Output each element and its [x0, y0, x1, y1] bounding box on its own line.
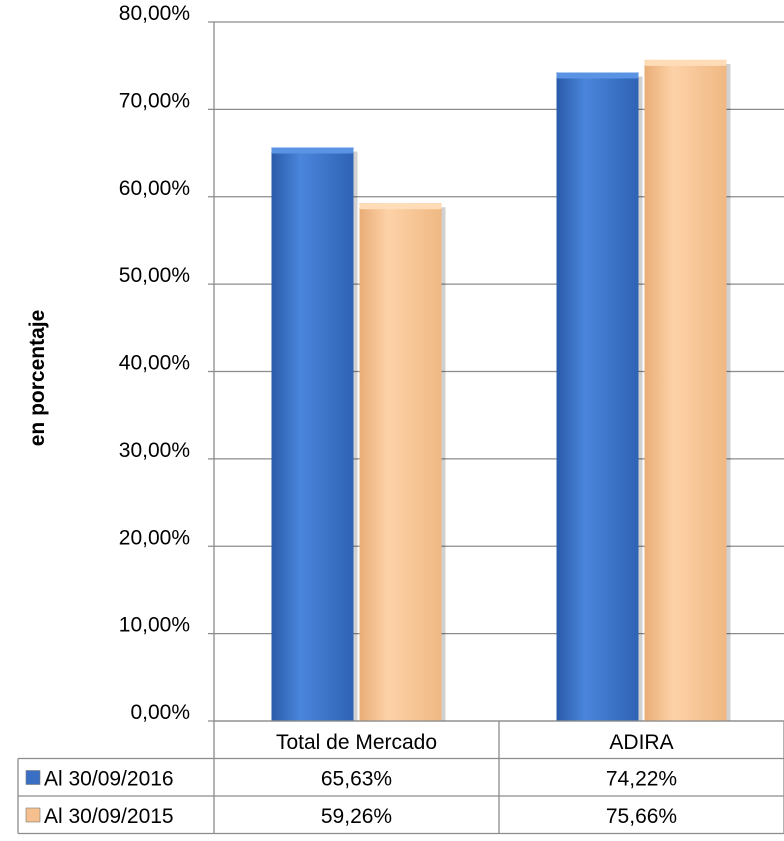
- y-tick-label: 40,00%: [119, 352, 190, 375]
- y-tick-label: 10,00%: [119, 614, 190, 637]
- y-tick-label: 50,00%: [119, 264, 190, 287]
- bar: [359, 203, 442, 721]
- data-label: 59,26%: [321, 805, 392, 828]
- legend-swatch: [25, 807, 41, 823]
- bar: [271, 147, 354, 722]
- y-tick-label: 60,00%: [119, 177, 190, 200]
- bar-top-highlight: [271, 147, 354, 154]
- y-tick-label: 70,00%: [119, 89, 190, 112]
- y-axis-tick-labels: 0,00% 10,00% 20,00% 30,00% 40,00% 50,00% 60,00…: [119, 2, 190, 724]
- bar: [556, 72, 639, 721]
- legend-entry: Al 30/09/2015: [44, 805, 174, 828]
- category-label: Total de Mercado: [276, 731, 437, 754]
- data-table: Total de Mercado ADIRA Al 30/09/2016 65,63%…: [17, 720, 784, 835]
- y-tick-label: 30,00%: [119, 439, 190, 462]
- data-label: 74,22%: [606, 768, 677, 791]
- category-label: ADIRA: [609, 731, 673, 754]
- legend-entry: Al 30/09/2016: [44, 768, 174, 791]
- bar-top-highlight: [359, 203, 442, 210]
- y-tick-label: 0,00%: [130, 701, 190, 724]
- legend-swatch: [25, 770, 41, 785]
- y-tick-label: 80,00%: [119, 2, 190, 25]
- data-label: 75,66%: [606, 805, 677, 828]
- y-tick-label: 20,00%: [119, 526, 190, 549]
- y-axis-label: en porcentaje: [26, 310, 49, 447]
- bar-top-highlight: [644, 59, 727, 66]
- bars: [271, 59, 731, 722]
- bar: [644, 59, 727, 721]
- data-label: 65,63%: [321, 768, 392, 791]
- bar-top-highlight: [556, 72, 639, 79]
